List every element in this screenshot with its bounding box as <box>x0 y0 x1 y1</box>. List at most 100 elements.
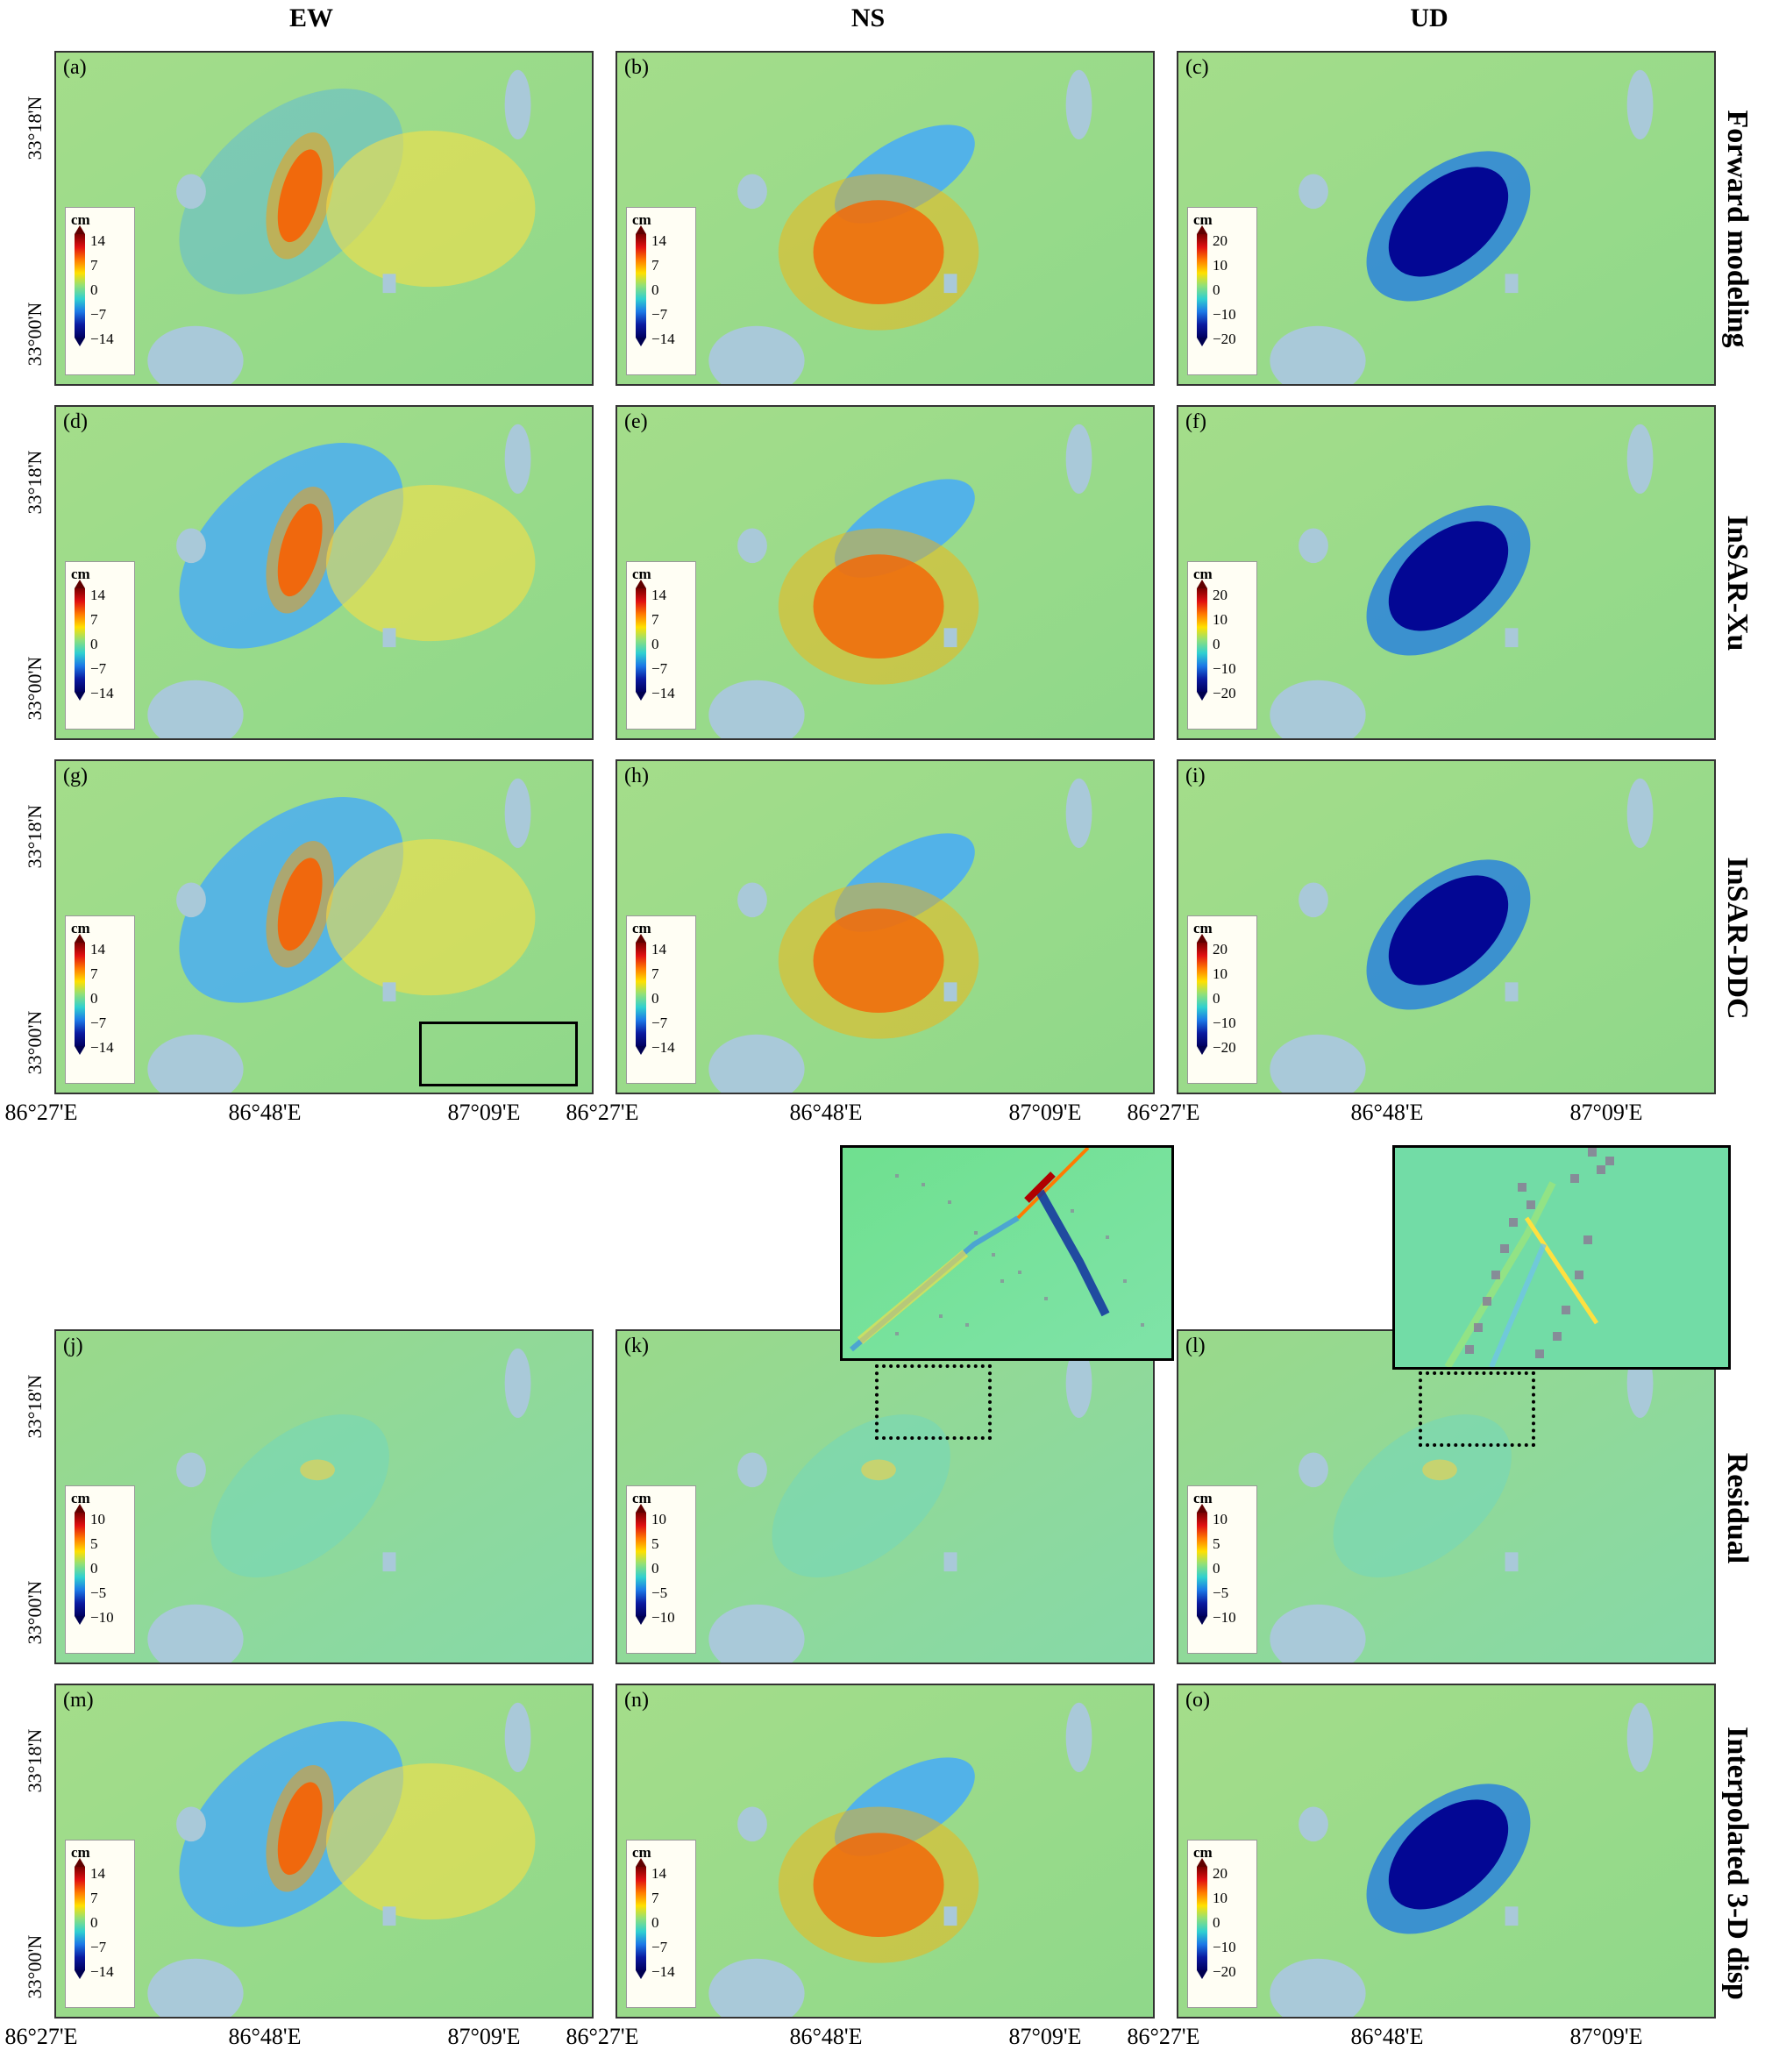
longitude-label: 87°09'E <box>447 2024 521 2049</box>
legend-arrow-max <box>1197 1858 1207 1867</box>
deformation-map <box>56 1331 592 1663</box>
legend-tick-label: 20 <box>1213 587 1228 603</box>
colorbar-legend: cm 14 7 0 −7 −14 <box>65 561 135 730</box>
legend-tick-label: 20 <box>1213 941 1228 958</box>
longitude-label: 86°27'E <box>4 1100 78 1125</box>
colorbar-legend: cm 14 7 0 −7 −14 <box>65 207 135 375</box>
row-title-insar-xu: InSAR-Xu <box>1721 515 1754 652</box>
panel-label: (c) <box>1185 56 1209 79</box>
deformation-map <box>56 53 592 384</box>
deformation-map <box>1178 407 1714 738</box>
legend-unit: cm <box>71 1490 90 1506</box>
legend-arrow-max <box>636 1858 646 1867</box>
legend-arrow-max <box>636 580 646 588</box>
panel-label: (a) <box>63 56 87 79</box>
longitude-label: 86°48'E <box>228 2024 302 2049</box>
panel-label: (d) <box>63 410 88 433</box>
panel-label: (i) <box>1185 765 1206 787</box>
legend-arrow-min <box>1197 692 1207 701</box>
column-title-ew: EW <box>288 4 333 32</box>
legend-arrow-min <box>75 692 85 701</box>
row-title-interpolated: Interpolated 3-D disp <box>1721 1727 1754 2000</box>
colorbar-legend: cm 20 10 0 −10 −20 <box>1187 1840 1257 2008</box>
latitude-label: 33°00'N <box>24 1934 46 1999</box>
legend-tick-label: −10 <box>1213 1609 1236 1626</box>
map-panel-h: (h) cm 14 7 0 −7 −14 <box>616 759 1155 1094</box>
legend-tick-label: −7 <box>90 1939 107 1955</box>
colorbar-legend: cm 14 7 0 −7 −14 <box>626 207 696 375</box>
column-title-ns: NS <box>850 4 886 32</box>
deformation-map <box>1178 1331 1714 1663</box>
legend-arrow-max <box>1197 934 1207 943</box>
longitude-label: 86°48'E <box>1350 2024 1424 2049</box>
map-panel-i: (i) cm 20 10 0 −10 −20 <box>1177 759 1716 1094</box>
panel-label: (n) <box>624 1689 649 1712</box>
legend-tick-label: 0 <box>651 990 659 1007</box>
legend-unit: cm <box>632 1490 651 1506</box>
map-panel-o: (o) cm 20 10 0 −10 −20 <box>1177 1684 1716 2019</box>
panel-label: (l) <box>1185 1335 1206 1357</box>
legend-tick-label: 7 <box>651 611 659 628</box>
panel-label: (m) <box>63 1689 94 1712</box>
legend-tick-label: 0 <box>1213 1914 1220 1931</box>
legend-tick-label: −10 <box>1213 660 1236 677</box>
legend-tick-label: −20 <box>1213 685 1236 701</box>
colorbar-legend: cm 14 7 0 −7 −14 <box>626 1840 696 2008</box>
panel-label: (b) <box>624 56 649 79</box>
legend-tick-label: 0 <box>1213 636 1220 652</box>
longitude-label: 86°48'E <box>789 2024 863 2049</box>
legend-tick-label: 0 <box>90 1914 98 1931</box>
legend-tick-label: −14 <box>651 331 675 347</box>
legend-tick-label: 7 <box>90 257 98 274</box>
legend-arrow-max <box>75 225 85 234</box>
dashed-box-k <box>875 1364 992 1440</box>
deformation-map <box>1178 1685 1714 2017</box>
legend-tick-label: 0 <box>651 1560 659 1577</box>
legend-tick-label: 7 <box>651 965 659 982</box>
legend-unit: cm <box>71 1844 90 1861</box>
row-title-insar-ddc: InSAR-DDC <box>1721 857 1754 1020</box>
panel-label: (h) <box>624 765 649 787</box>
deformation-map <box>56 407 592 738</box>
legend-tick-label: 0 <box>90 990 98 1007</box>
legend-arrow-min <box>1197 1970 1207 1979</box>
legend-unit: cm <box>1193 211 1213 228</box>
longitude-label: 86°27'E <box>4 2024 78 2049</box>
deformation-map <box>617 761 1153 1093</box>
longitude-label: 86°48'E <box>228 1100 302 1125</box>
legend-tick-label: 14 <box>651 587 666 603</box>
legend-tick-label: 5 <box>1213 1535 1220 1552</box>
colorbar <box>636 1513 646 1616</box>
legend-tick-label: 0 <box>1213 281 1220 298</box>
legend-arrow-min <box>636 692 646 701</box>
legend-tick-label: 0 <box>651 1914 659 1931</box>
legend-unit: cm <box>71 211 90 228</box>
panel-label: (k) <box>624 1335 649 1357</box>
legend-tick-label: −5 <box>1213 1584 1229 1601</box>
colorbar-legend: cm 10 5 0 −5 −10 <box>65 1485 135 1654</box>
colorbar <box>1197 943 1207 1046</box>
longitude-label: 86°48'E <box>789 1100 863 1125</box>
legend-arrow-max <box>1197 225 1207 234</box>
legend-arrow-max <box>636 225 646 234</box>
map-panel-m: (m) cm 14 7 0 −7 −14 <box>54 1684 594 2019</box>
legend-unit: cm <box>1193 1490 1213 1506</box>
legend-arrow-min <box>636 1616 646 1625</box>
legend-tick-label: 0 <box>1213 1560 1220 1577</box>
panel-label: (o) <box>1185 1689 1210 1712</box>
map-panel-c: (c) cm 20 10 0 −10 −20 <box>1177 51 1716 386</box>
longitude-label: 86°27'E <box>566 2024 639 2049</box>
colorbar-legend: cm 20 10 0 −10 −20 <box>1187 915 1257 1084</box>
map-panel-l: (l) cm 10 5 0 −5 −10 <box>1177 1329 1716 1664</box>
legend-tick-label: 0 <box>651 281 659 298</box>
legend-tick-label: 14 <box>651 1865 666 1882</box>
legend-arrow-max <box>75 1504 85 1513</box>
map-panel-e: (e) cm 14 7 0 −7 −14 <box>616 405 1155 740</box>
legend-arrow-max <box>75 580 85 588</box>
legend-arrow-min <box>1197 1616 1207 1625</box>
legend-tick-label: 10 <box>1213 965 1228 982</box>
latitude-label: 33°18'N <box>24 804 46 869</box>
map-panel-n: (n) cm 14 7 0 −7 −14 <box>616 1684 1155 2019</box>
legend-tick-label: 14 <box>90 941 105 958</box>
latitude-label: 33°18'N <box>24 96 46 160</box>
